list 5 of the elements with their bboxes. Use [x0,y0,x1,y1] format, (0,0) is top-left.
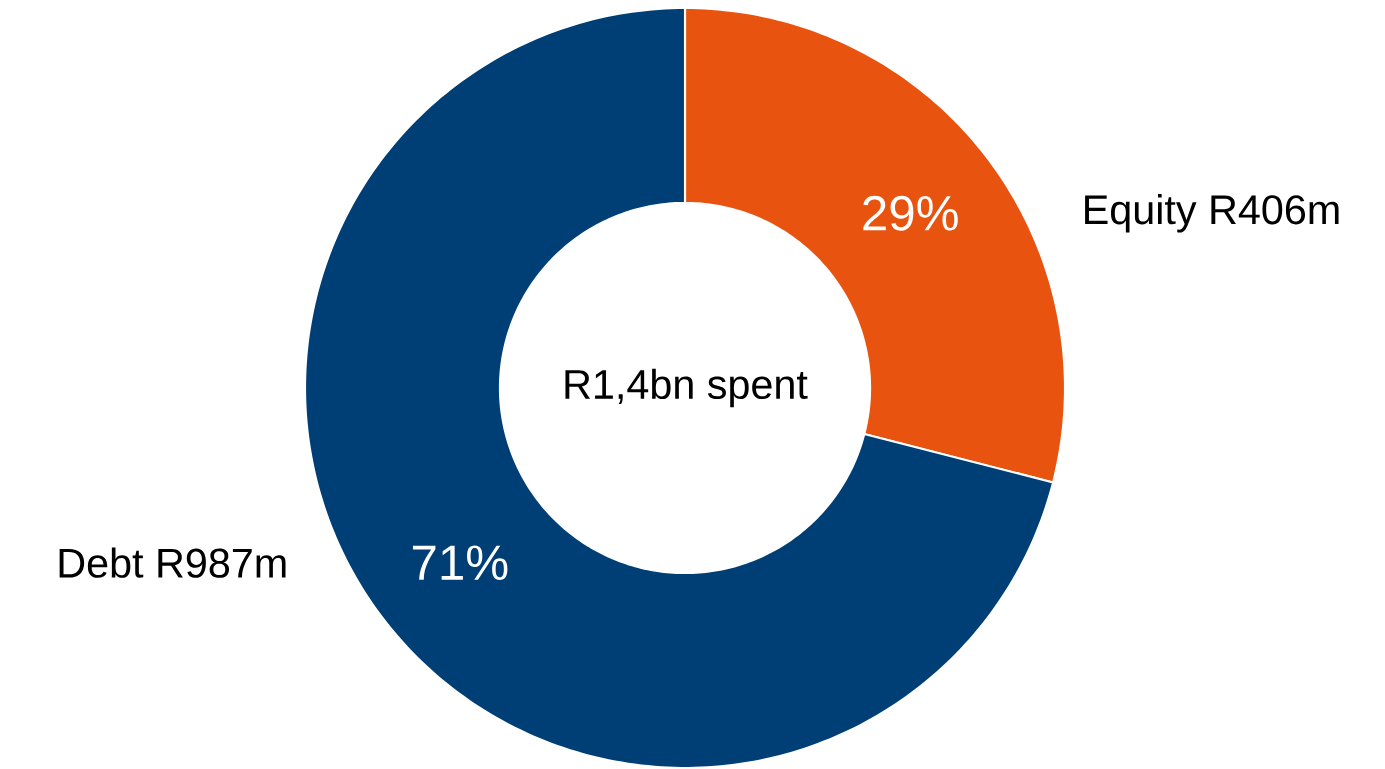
slice-label: Debt R987m [59,547,286,578]
data-label: 29% [863,195,958,231]
slice-label: Equity R406m [1085,194,1339,233]
text: R1,4bn spent [565,368,808,408]
data-label: 71% [412,545,508,580]
